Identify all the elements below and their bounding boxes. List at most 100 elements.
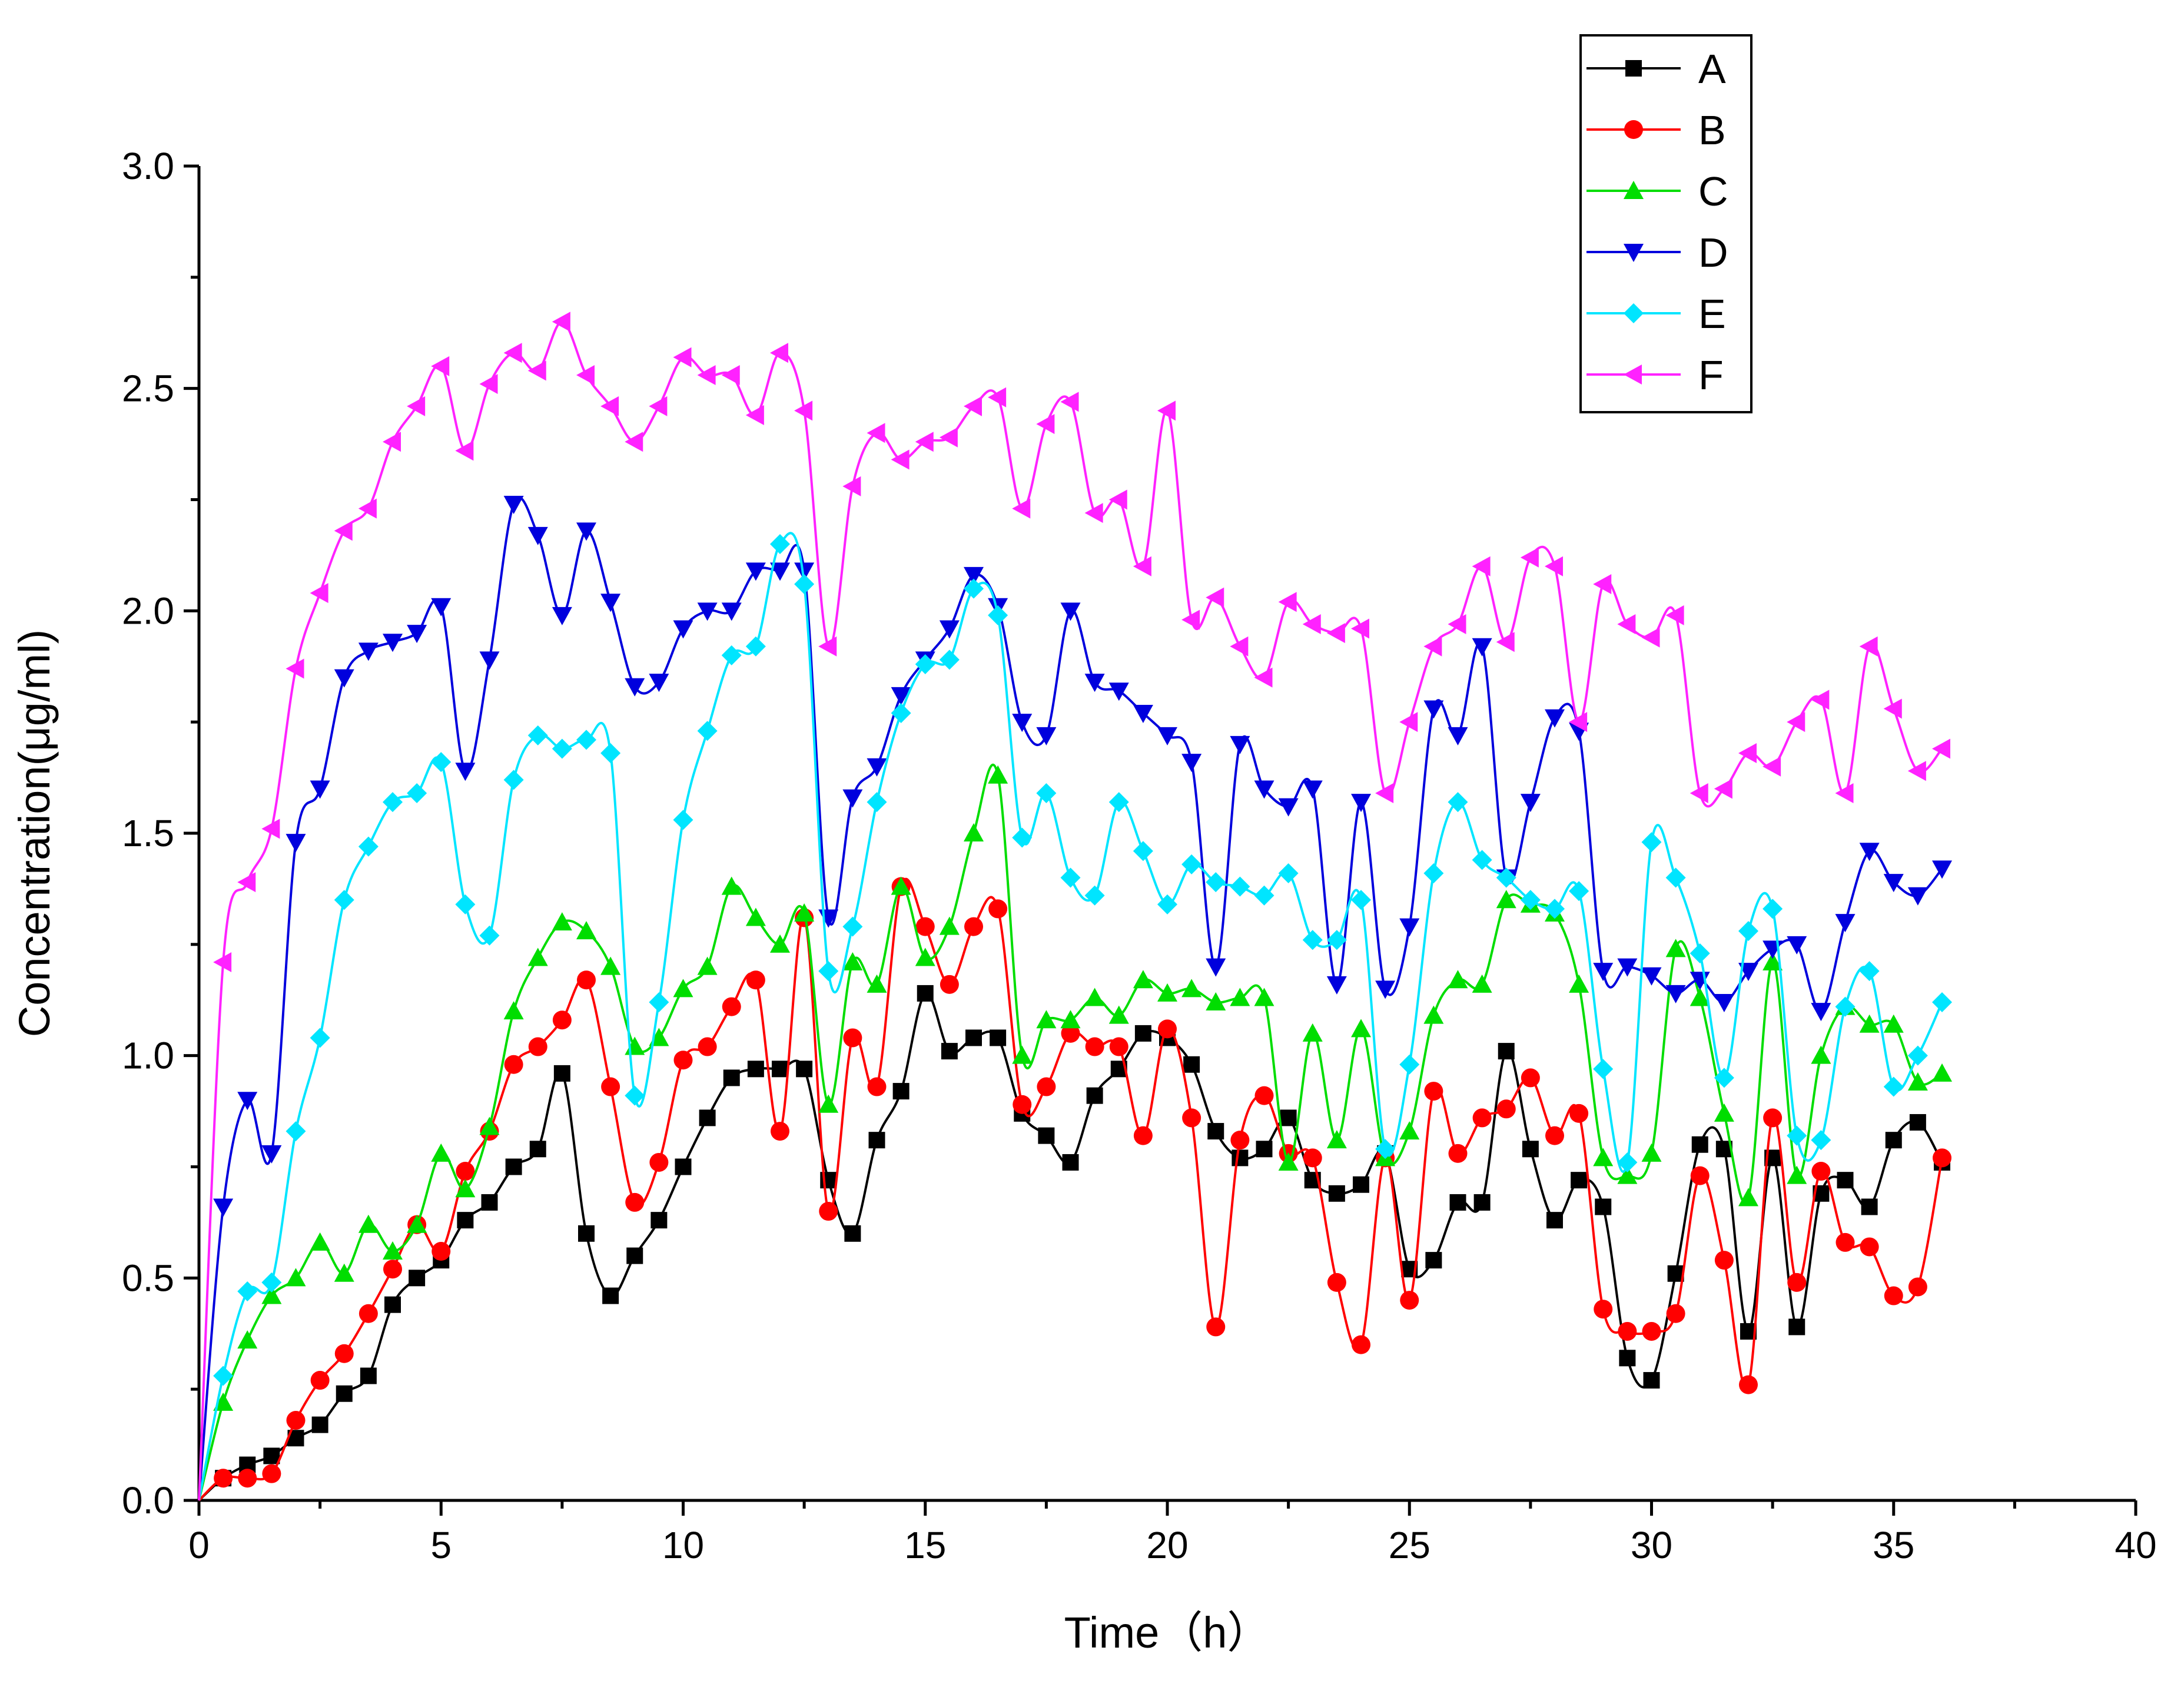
- data-point-b: [432, 1242, 451, 1261]
- data-point-f: [1472, 556, 1491, 576]
- data-point-a: [1909, 1114, 1926, 1131]
- data-point-a: [892, 1083, 910, 1100]
- data-point-c: [1036, 1010, 1057, 1029]
- data-point-b: [334, 1344, 354, 1363]
- data-point-b: [286, 1411, 306, 1430]
- data-point-e: [1157, 894, 1177, 914]
- data-point-b: [262, 1464, 281, 1483]
- data-point-e: [1060, 867, 1081, 888]
- data-point-f: [1714, 778, 1732, 799]
- data-point-d: [1883, 874, 1904, 893]
- data-point-e: [1230, 876, 1250, 897]
- data-point-b: [722, 997, 741, 1016]
- data-point-d: [527, 526, 548, 545]
- data-point-c: [1181, 979, 1202, 998]
- data-point-e: [383, 792, 403, 813]
- data-point-f: [1883, 698, 1902, 719]
- data-point-b: [1763, 1108, 1783, 1128]
- data-point-f: [1520, 547, 1539, 568]
- y-tick-label: 3.0: [122, 145, 174, 187]
- data-point-b: [1352, 1335, 1370, 1354]
- data-point-d: [1351, 794, 1371, 813]
- data-point-e: [407, 783, 427, 804]
- series-b: [198, 877, 1951, 1502]
- data-point-b: [746, 970, 765, 990]
- data-point-f: [1907, 761, 1926, 781]
- data-point-c: [407, 1214, 427, 1233]
- data-point-f: [1690, 783, 1708, 804]
- data-point-e: [1763, 899, 1783, 919]
- data-point-a: [1256, 1141, 1273, 1158]
- data-point-a: [990, 1029, 1007, 1046]
- data-point-f: [552, 312, 570, 332]
- data-point-f: [1181, 609, 1200, 630]
- data-point-e: [334, 890, 354, 910]
- data-point-c: [1932, 1063, 1952, 1082]
- data-point-c: [1569, 974, 1589, 993]
- data-point-e: [527, 725, 548, 745]
- data-point-e: [1738, 921, 1758, 942]
- data-point-f: [818, 636, 837, 657]
- data-point-b: [1884, 1286, 1903, 1305]
- data-point-d: [479, 651, 500, 670]
- data-point-f: [1545, 556, 1563, 576]
- data-point-d: [1472, 638, 1492, 657]
- data-point-f: [310, 583, 328, 604]
- data-point-e: [576, 730, 596, 750]
- legend-marker: [1624, 181, 1644, 199]
- data-point-f: [1448, 614, 1466, 634]
- data-point-a: [1353, 1176, 1369, 1193]
- data-point-f: [1617, 614, 1636, 634]
- data-point-c: [479, 1116, 500, 1135]
- data-point-e: [1254, 885, 1274, 906]
- data-point-a: [553, 1065, 570, 1082]
- data-point-b: [1133, 1126, 1153, 1145]
- data-point-f: [649, 396, 668, 416]
- data-point-f: [1738, 743, 1757, 764]
- data-point-f: [286, 658, 304, 679]
- data-point-e: [552, 738, 572, 759]
- data-point-b: [1594, 1300, 1613, 1319]
- data-point-f: [1375, 783, 1394, 804]
- data-point-a: [457, 1212, 474, 1229]
- data-point-c: [867, 974, 887, 993]
- data-point-c: [1617, 1165, 1638, 1184]
- data-point-a: [409, 1270, 426, 1287]
- legend-entry-b: B: [1586, 107, 1726, 153]
- data-point-d: [1738, 963, 1758, 982]
- data-point-c: [455, 1179, 476, 1198]
- data-point-e: [1423, 863, 1444, 883]
- data-point-e: [1859, 961, 1880, 982]
- legend-label: F: [1698, 352, 1724, 398]
- data-point-c: [988, 765, 1008, 784]
- data-point-b: [1666, 1304, 1685, 1323]
- data-point-b: [1400, 1291, 1419, 1310]
- data-point-d: [358, 642, 379, 661]
- data-point-b: [1618, 1321, 1637, 1341]
- legend-label: B: [1698, 107, 1726, 153]
- data-point-f: [1423, 636, 1442, 657]
- data-point-e: [213, 1366, 234, 1386]
- data-point-e: [770, 534, 790, 555]
- data-point-f: [407, 396, 426, 416]
- data-point-b: [1085, 1037, 1104, 1056]
- data-point-d: [1811, 1003, 1831, 1022]
- data-point-d: [1036, 727, 1057, 745]
- data-point-d: [1060, 602, 1081, 621]
- data-point-e: [1448, 792, 1468, 813]
- data-point-b: [1787, 1273, 1807, 1292]
- x-tick-label: 20: [1146, 1524, 1188, 1566]
- data-point-f: [1012, 498, 1031, 519]
- data-point-c: [915, 947, 935, 966]
- data-point-f: [891, 449, 910, 470]
- legend-entry-d: D: [1586, 230, 1728, 276]
- data-point-a: [675, 1158, 692, 1175]
- data-point-c: [1302, 1023, 1323, 1042]
- data-point-d: [1012, 714, 1033, 733]
- data-point-a: [1885, 1132, 1902, 1149]
- data-point-f: [358, 498, 377, 519]
- data-point-b: [1811, 1162, 1831, 1181]
- data-point-e: [721, 645, 742, 665]
- data-point-e: [625, 1085, 645, 1106]
- data-point-a: [1232, 1149, 1249, 1167]
